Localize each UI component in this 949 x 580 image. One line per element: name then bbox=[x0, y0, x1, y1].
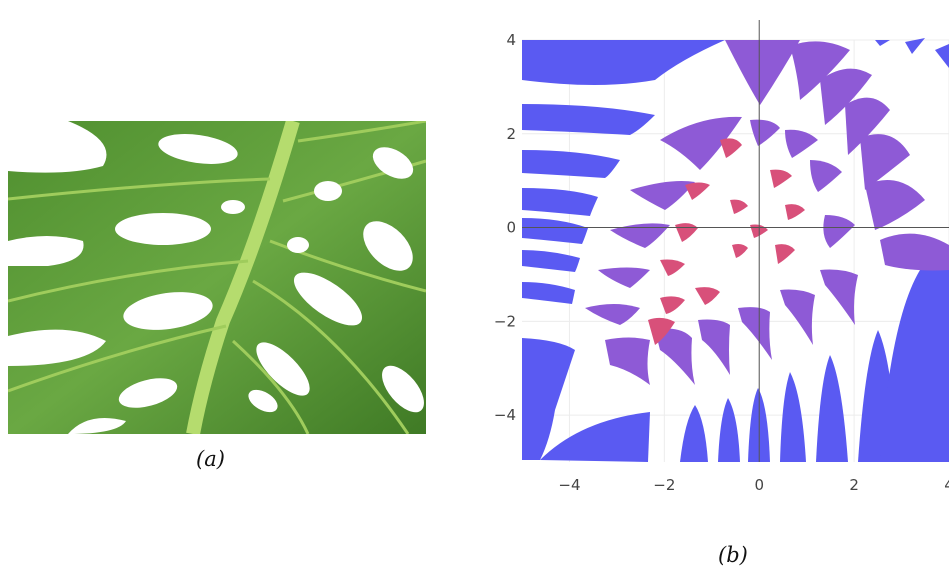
x-tick-label: −2 bbox=[653, 476, 675, 494]
leaf-holes bbox=[8, 121, 424, 434]
leaf-midrib bbox=[186, 119, 300, 436]
plot-ticks: −4 −2 0 2 4 −4 −2 0 2 4 bbox=[494, 31, 949, 494]
plot-axes bbox=[522, 20, 949, 462]
leaf-image bbox=[7, 119, 427, 436]
x-tick-label: 0 bbox=[754, 476, 764, 494]
leaf-surface bbox=[8, 121, 426, 434]
x-tick-label: −4 bbox=[558, 476, 580, 494]
y-tick-label: −4 bbox=[494, 406, 516, 424]
y-tick-label: 0 bbox=[506, 219, 516, 237]
leaf-illustration bbox=[7, 119, 427, 436]
region-plot: −4 −2 0 2 4 −4 −2 0 2 4 bbox=[480, 20, 949, 520]
caption-b: (b) bbox=[718, 543, 748, 567]
plot-regions bbox=[522, 38, 949, 462]
y-tick-label: −2 bbox=[494, 312, 516, 330]
x-tick-label: 2 bbox=[849, 476, 859, 494]
region-plot-svg: −4 −2 0 2 4 −4 −2 0 2 4 bbox=[494, 20, 949, 494]
leaf-veins bbox=[7, 119, 427, 435]
y-tick-label: 2 bbox=[506, 125, 516, 143]
caption-a: (a) bbox=[196, 447, 225, 471]
x-tick-label: 4 bbox=[944, 476, 949, 494]
y-tick-label: 4 bbox=[506, 31, 516, 49]
